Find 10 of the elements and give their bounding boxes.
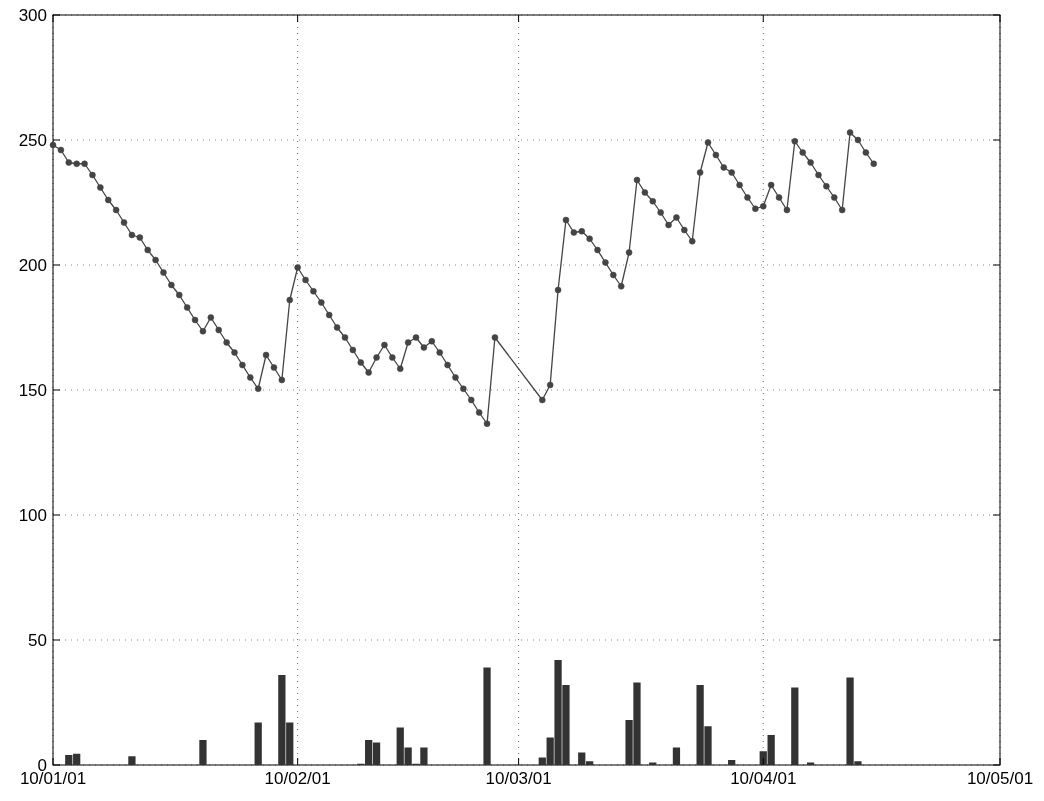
x-tick-label: 10/05/01	[966, 769, 1034, 788]
y-tick-label: 250	[18, 130, 47, 150]
y-tick-label: 100	[18, 505, 47, 525]
y-tick-label: 150	[18, 380, 47, 400]
y-tick-label: 200	[18, 255, 47, 275]
x-tick-label: 10/03/01	[485, 769, 552, 788]
x-tick-label: 10/02/01	[264, 769, 331, 788]
y-tick-label: 300	[18, 5, 47, 25]
x-tick-label: 10/04/01	[730, 769, 797, 788]
y-tick-label: 50	[28, 630, 47, 650]
